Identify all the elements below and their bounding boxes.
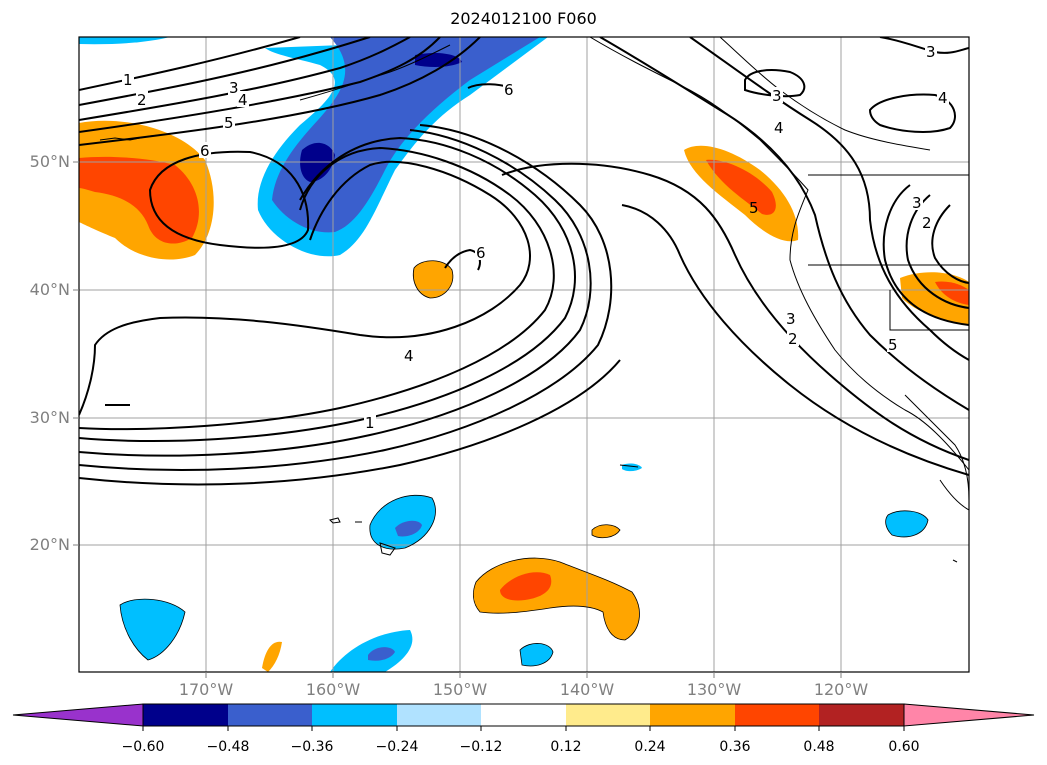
- negative-anomaly-small-east: [622, 463, 642, 472]
- positive-anomaly-southwest-core: [935, 281, 969, 305]
- colorbar-tick-label: 0.12: [550, 739, 582, 755]
- positive-anomaly-northwest-core: [79, 156, 199, 244]
- contour-label-group: 1 2 3 4 5 6 6 4 1 6 3 3 4 4: [122, 43, 949, 432]
- lon-label: 160°W: [305, 680, 361, 699]
- lon-label: 140°W: [559, 680, 615, 699]
- negative-anomaly-top-left: [79, 37, 170, 45]
- contour-label: 2: [137, 91, 147, 109]
- contour-label: 3: [229, 79, 239, 97]
- negative-anomaly-small-south: [520, 643, 553, 666]
- contour-label: 1: [123, 71, 133, 89]
- negative-anomaly-hawaii: [369, 495, 436, 550]
- contour-label: 2: [922, 214, 932, 232]
- lat-label: 40°N: [29, 280, 70, 299]
- colorbar-tick-label: −0.24: [375, 739, 419, 755]
- lon-label: 120°W: [813, 680, 869, 699]
- colorbar-extend-high: [903, 703, 1035, 727]
- colorbar-tick-label: −0.36: [290, 739, 334, 755]
- colorbar-frame: [142, 703, 905, 727]
- negative-anomaly-hawaii-core: [395, 520, 422, 537]
- contour-label: 1: [365, 414, 375, 432]
- colorbar-segment: [819, 704, 904, 726]
- colorbar-tick-label: 0.36: [719, 739, 751, 755]
- colorbar-tick-label: 0.24: [634, 739, 666, 755]
- lat-label: 50°N: [29, 152, 70, 171]
- lat-label: 20°N: [29, 535, 70, 554]
- contour-label: 3: [772, 87, 782, 105]
- colorbar-segment: [566, 704, 650, 726]
- axis-ticks: [73, 161, 842, 678]
- map-frame: [78, 36, 970, 673]
- colorbar-tick-label: −0.48: [206, 739, 250, 755]
- contour-label: 6: [476, 244, 486, 262]
- contour-label: 4: [774, 119, 784, 137]
- positive-anomaly-south: [473, 558, 640, 640]
- colorbar-extend-low: [12, 703, 144, 727]
- anomaly-outlines: [119, 260, 929, 667]
- colorbar-segment: [143, 704, 228, 726]
- colorbar-tick-label: −0.12: [459, 739, 503, 755]
- lon-label: 170°W: [178, 680, 234, 699]
- negative-anomaly-bottom-center: [330, 630, 413, 672]
- height-contours: [79, 37, 969, 486]
- contour-label: 4: [938, 89, 948, 107]
- contour-label: 4: [404, 347, 414, 365]
- negative-anomaly-mexico: [885, 510, 928, 537]
- colorbar-tick-label: −0.60: [121, 739, 165, 755]
- colorbar-segment: [312, 704, 397, 726]
- colorbar-tick-label: 0.48: [803, 739, 835, 755]
- contour-label: 2: [788, 330, 798, 348]
- contour-label: 6: [200, 142, 210, 160]
- colorbar-segment: [228, 704, 312, 726]
- colorbar-segment: [481, 704, 566, 726]
- lon-label: 130°W: [686, 680, 742, 699]
- contour-label: 3: [926, 43, 936, 61]
- lat-label: 30°N: [29, 408, 70, 427]
- negative-anomaly-bottom-left: [120, 599, 185, 660]
- colorbar-segment: [650, 704, 735, 726]
- contour-label: 5: [888, 336, 898, 354]
- lon-label: 150°W: [432, 680, 488, 699]
- contour-label: 4: [238, 91, 248, 109]
- positive-anomaly-central: [413, 260, 453, 298]
- colorbar-tick-label: 0.60: [888, 739, 920, 755]
- contour-label: 3: [786, 310, 796, 328]
- positive-anomaly-small: [592, 524, 620, 538]
- contour-label: 5: [224, 114, 234, 132]
- colorbar: [12, 703, 1035, 731]
- shaded-fields: 1 2 3 4 5 6 6 4 1 6 3 3 4 4: [79, 37, 969, 672]
- contour-label: 3: [912, 194, 922, 212]
- contour-label: 6: [504, 81, 514, 99]
- negative-anomaly-bottom-center-core: [368, 647, 395, 661]
- positive-anomaly-small-bottom: [262, 641, 282, 672]
- negative-anomaly-band-core: [272, 37, 540, 233]
- positive-anomaly-south-core: [500, 572, 552, 601]
- map-title: 2024012100 F060: [450, 9, 597, 28]
- contour-label: 5: [749, 199, 759, 217]
- colorbar-segment: [397, 704, 481, 726]
- colorbar-segment: [735, 704, 819, 726]
- positive-anomaly-coast-core: [706, 159, 776, 215]
